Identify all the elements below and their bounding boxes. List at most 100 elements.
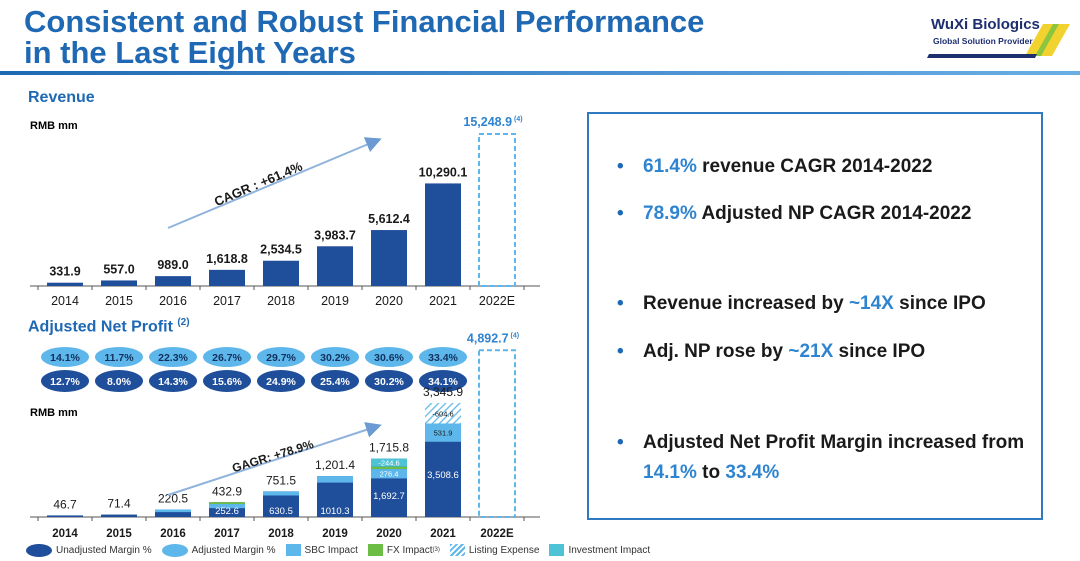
net-profit-value-label: 4,892.7 (4) <box>467 331 519 345</box>
page-title: Consistent and Robust Financial Performa… <box>24 6 704 68</box>
revenue-category-label: 2019 <box>321 294 349 308</box>
unadjusted-margin-label: 24.9% <box>266 376 296 388</box>
adjusted-margin-label: 29.7% <box>266 352 296 364</box>
cagr-arrow <box>167 422 382 496</box>
adjusted-margin-oval <box>203 347 251 367</box>
legend-swatch <box>449 544 465 556</box>
net-profit-category-label: 2022E <box>480 528 514 540</box>
unadjusted-margin-label: 12.7% <box>50 376 80 388</box>
legend-note: (3) <box>432 547 440 553</box>
revenue-bar <box>155 276 191 286</box>
unadjusted-margin-oval <box>203 370 251 392</box>
net-profit-category-label: 2018 <box>268 528 294 540</box>
net-profit-segment-label: 531.9 <box>434 429 453 438</box>
net-profit-category-label: 2019 <box>322 528 348 540</box>
net-profit-adjustment-segment <box>371 458 407 467</box>
revenue-bar-chart: 331.9 2014 557.0 2015 989.0 2016 1,618.8 2017 2,… <box>30 115 540 308</box>
net-profit-bar-projected <box>478 349 516 518</box>
legend-label: Adjusted Margin % <box>191 544 276 556</box>
unadjusted-margin-label: 25.4% <box>320 376 350 388</box>
adjusted-margin-label: 33.4% <box>428 352 458 364</box>
net-profit-bar <box>101 514 137 517</box>
unadjusted-margin-label: 8.0% <box>107 376 132 388</box>
net-profit-category-label: 2021 <box>430 528 456 540</box>
revenue-value-label: 10,290.1 <box>419 165 468 179</box>
unadjusted-margin-oval <box>41 370 89 392</box>
cagr-arrow <box>167 137 382 229</box>
logo-stripes-icon <box>927 24 1070 58</box>
adjusted-margin-oval <box>41 347 89 367</box>
highlights-box: • 61.4% revenue CAGR 2014-2022 • 78.9% A… <box>587 112 1043 520</box>
net-profit-bar <box>263 491 299 517</box>
revenue-bar <box>101 280 137 286</box>
highlight-text: since IPO <box>893 293 986 314</box>
revenue-value-label: 331.9 <box>49 265 80 279</box>
revenue-category-label: 2020 <box>375 294 403 308</box>
net-profit-value-label: 1,715.8 <box>369 441 409 455</box>
revenue-category-label: 2014 <box>51 294 79 308</box>
revenue-category-label: 2018 <box>267 294 295 308</box>
adjusted-margin-oval <box>365 347 413 367</box>
adjusted-margin-oval <box>419 347 467 367</box>
net-profit-category-label: 2015 <box>106 528 132 540</box>
highlight-value: 61.4% <box>643 156 697 177</box>
net-profit-value-label: 71.4 <box>107 497 131 511</box>
revenue-unit: RMB mm <box>30 120 78 132</box>
net-profit-bar <box>47 515 83 517</box>
net-profit-category-label: 2014 <box>52 528 78 540</box>
adjusted-margin-label: 30.6% <box>374 352 404 364</box>
net-profit-inner-label: 630.5 <box>269 506 293 517</box>
logo-name: WuXi Biologics <box>931 16 1040 33</box>
net-profit-value-label: 1,201.4 <box>315 458 355 472</box>
revenue-bar <box>371 230 407 286</box>
highlight-text: since IPO <box>833 341 926 362</box>
net-profit-value-note: (4) <box>509 332 520 339</box>
highlight-value: 78.9% <box>643 203 697 224</box>
page-title-line1: Consistent and Robust Financial Performa… <box>24 4 705 39</box>
highlight-text: to <box>696 462 726 483</box>
unadjusted-margin-oval <box>419 370 467 392</box>
revenue-value-label: 15,248.9 (4) <box>463 115 522 129</box>
logo-tagline: Global Solution Provider <box>933 36 1033 46</box>
adjusted-margin-label: 14.1% <box>50 352 80 364</box>
net-profit-segment-label: -244.6 <box>378 459 399 468</box>
net-profit-segment-label: 276.4 <box>380 470 399 479</box>
highlight-value: ~14X <box>848 293 894 314</box>
net-profit-adjustment-segment <box>371 469 407 479</box>
legend-swatch <box>367 544 383 556</box>
net-profit-chart-title: Adjusted Net Profit (2) <box>28 317 190 336</box>
net-profit-inner-label: 1010.3 <box>320 506 349 517</box>
net-profit-segment-label: -604.6 <box>432 409 453 418</box>
adjusted-margin-label: 22.3% <box>158 352 188 364</box>
revenue-bar <box>209 269 245 286</box>
legend-swatch <box>285 544 301 556</box>
revenue-category-label: 2015 <box>105 294 133 308</box>
net-profit-value-label: 432.9 <box>212 484 242 498</box>
revenue-value-label: 1,618.8 <box>206 252 248 266</box>
net-profit-bar <box>155 509 191 517</box>
company-logo: WuXi Biologics Global Solution Provider <box>925 14 1070 58</box>
net-profit-adjustment-segment <box>425 403 461 424</box>
net-profit-title-note: (2) <box>177 317 190 328</box>
revenue-category-label: 2017 <box>213 294 241 308</box>
revenue-bar <box>317 246 353 286</box>
title-underline <box>0 71 1080 75</box>
net-profit-adjustment-segment <box>155 509 191 513</box>
net-profit-adjustment-segment <box>371 466 407 470</box>
revenue-category-label: 2021 <box>429 294 457 308</box>
highlight-text: Revenue increased by <box>643 293 849 314</box>
cagr-annotation: GAGR: +78.9% <box>230 437 315 475</box>
adjusted-margin-oval <box>311 347 359 367</box>
legend-item: SBC Impact <box>285 544 358 556</box>
highlight-item: • Adj. NP rose by ~21X since IPO <box>617 341 926 362</box>
net-profit-value-label: 46.7 <box>53 497 77 511</box>
revenue-category-label: 2016 <box>159 294 187 308</box>
unadjusted-margin-label: 14.3% <box>158 376 188 388</box>
unadjusted-margin-label: 15.6% <box>212 376 242 388</box>
revenue-bar-projected <box>478 133 516 287</box>
legend-label: FX Impact <box>386 544 433 556</box>
legend-label: Listing Expense <box>468 544 540 556</box>
highlight-text: revenue CAGR 2014-2022 <box>696 156 933 177</box>
adjusted-margin-oval <box>95 347 143 367</box>
page-title-line2: in the Last Eight Years <box>24 35 356 70</box>
